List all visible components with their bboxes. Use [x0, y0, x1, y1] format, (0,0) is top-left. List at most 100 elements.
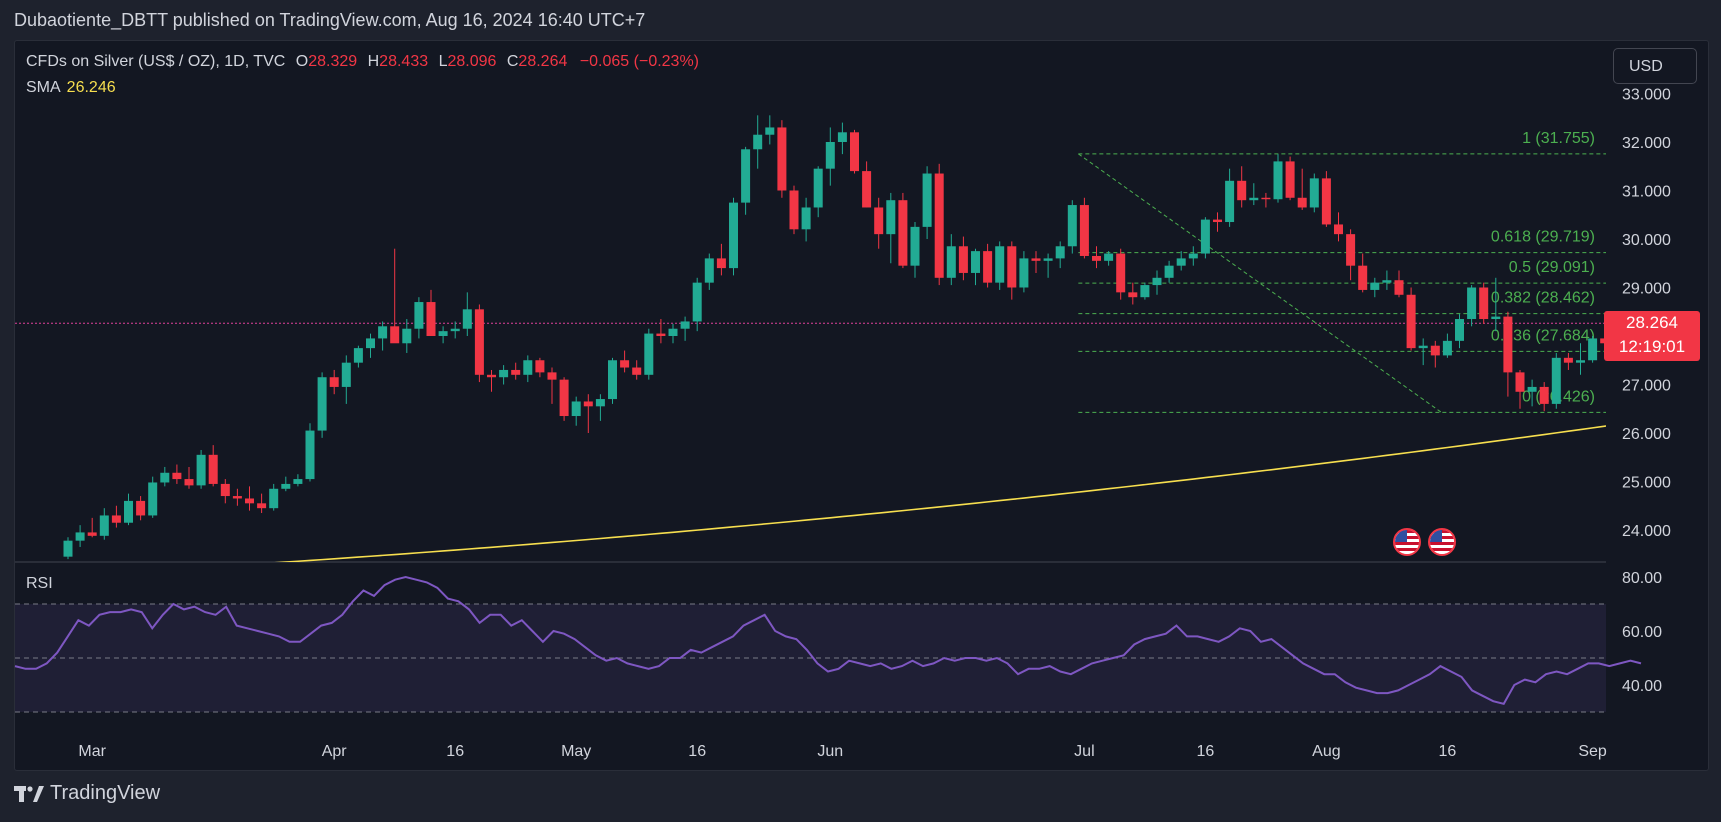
candle-body	[1019, 258, 1029, 288]
candle	[1515, 369, 1525, 409]
high-value: 28.433	[379, 53, 429, 70]
candle-body	[124, 500, 133, 523]
candle-body	[1382, 280, 1392, 283]
fib-level-label: 0.618 (29.719)	[1491, 229, 1595, 246]
candle	[741, 146, 751, 215]
candle-body	[595, 399, 605, 407]
candle	[801, 197, 811, 242]
candle	[1079, 197, 1089, 259]
candle	[813, 166, 823, 218]
candle-body	[378, 326, 388, 339]
candle	[789, 185, 799, 235]
candle	[293, 474, 303, 487]
candle-body	[753, 134, 763, 150]
candle-body	[898, 200, 908, 266]
currency-button[interactable]: USD	[1613, 48, 1697, 84]
candle	[898, 192, 908, 269]
candle-body	[1116, 253, 1126, 293]
candle-body	[99, 515, 109, 536]
candle-body	[341, 362, 351, 387]
candle-body	[1515, 372, 1525, 392]
candle	[1031, 251, 1041, 273]
candle	[608, 357, 617, 404]
candle-body	[1442, 340, 1452, 356]
candle-body	[620, 360, 630, 368]
candle-body	[547, 372, 557, 380]
candle-body	[329, 377, 339, 387]
candle	[862, 161, 872, 208]
candle	[160, 466, 170, 487]
symbol-title[interactable]: CFDs on Silver (US$ / OZ), 1D, TVC	[26, 53, 286, 70]
candle	[825, 127, 835, 186]
candle-body	[668, 328, 678, 336]
candle-body	[390, 326, 400, 344]
candle-body	[583, 401, 593, 407]
candle	[462, 292, 472, 336]
candle-body	[1140, 285, 1150, 298]
candle-body	[257, 503, 267, 509]
us-flag-icon[interactable]	[1428, 528, 1456, 556]
candle-body	[922, 173, 932, 227]
candle-body	[1539, 386, 1549, 404]
price-axis-label: 24.000	[1622, 523, 1671, 540]
sma-line	[274, 425, 1606, 562]
candle-body	[874, 207, 884, 235]
time-axis-label: May	[561, 743, 591, 760]
candle	[729, 197, 738, 276]
candle-body	[366, 338, 375, 349]
brand-name: TradingView	[50, 782, 161, 804]
candle	[257, 493, 267, 514]
candle	[656, 319, 666, 344]
brand-footer[interactable]: TradingView	[14, 782, 160, 805]
candle	[934, 163, 944, 286]
sma-value: 26.246	[66, 79, 116, 96]
candle	[1551, 352, 1561, 409]
candle-body	[1031, 258, 1041, 261]
change-value: −0.065 (−0.23%)	[579, 53, 700, 70]
candle	[1067, 200, 1077, 254]
candle-body	[208, 454, 218, 484]
candle-body	[499, 369, 509, 378]
candle	[1225, 168, 1235, 227]
candle	[245, 486, 254, 511]
fib-level-label: 1 (31.755)	[1522, 130, 1595, 147]
candle-body	[317, 377, 327, 431]
candle	[474, 304, 484, 383]
candle	[438, 326, 448, 344]
candle-body	[511, 369, 521, 375]
rsi-label[interactable]: RSI	[26, 575, 53, 592]
candle	[172, 464, 182, 484]
candle	[523, 355, 533, 383]
candle	[547, 367, 557, 404]
candle	[958, 236, 968, 281]
candle	[704, 253, 714, 290]
candle	[753, 115, 763, 169]
time-axis-label: Mar	[78, 743, 106, 760]
candle-body	[293, 479, 303, 484]
candle-body	[1176, 258, 1186, 266]
candle-body	[1455, 319, 1464, 341]
candle-body	[729, 202, 738, 269]
candle-body	[426, 302, 436, 336]
candle	[922, 166, 932, 239]
candle	[692, 277, 702, 332]
candle	[499, 365, 509, 385]
candle	[1104, 251, 1114, 266]
candle	[305, 423, 315, 482]
candle-body	[777, 127, 787, 191]
open-key: O	[295, 53, 309, 70]
us-flag-icon[interactable]	[1393, 528, 1421, 556]
time-axis-label: 16	[688, 743, 706, 760]
time-axis-label: Apr	[322, 743, 348, 760]
candle-body	[1418, 345, 1428, 349]
time-axis-label: Jun	[817, 743, 843, 760]
candle	[390, 248, 400, 344]
candle-body	[1370, 282, 1380, 290]
candle	[487, 369, 496, 392]
candle	[1479, 282, 1489, 324]
candle	[75, 525, 85, 547]
sma-legend[interactable]: SMA 26.246	[26, 79, 116, 97]
fib-level-label: 0.382 (28.462)	[1491, 290, 1595, 307]
time-axis-label: Jul	[1074, 743, 1094, 760]
